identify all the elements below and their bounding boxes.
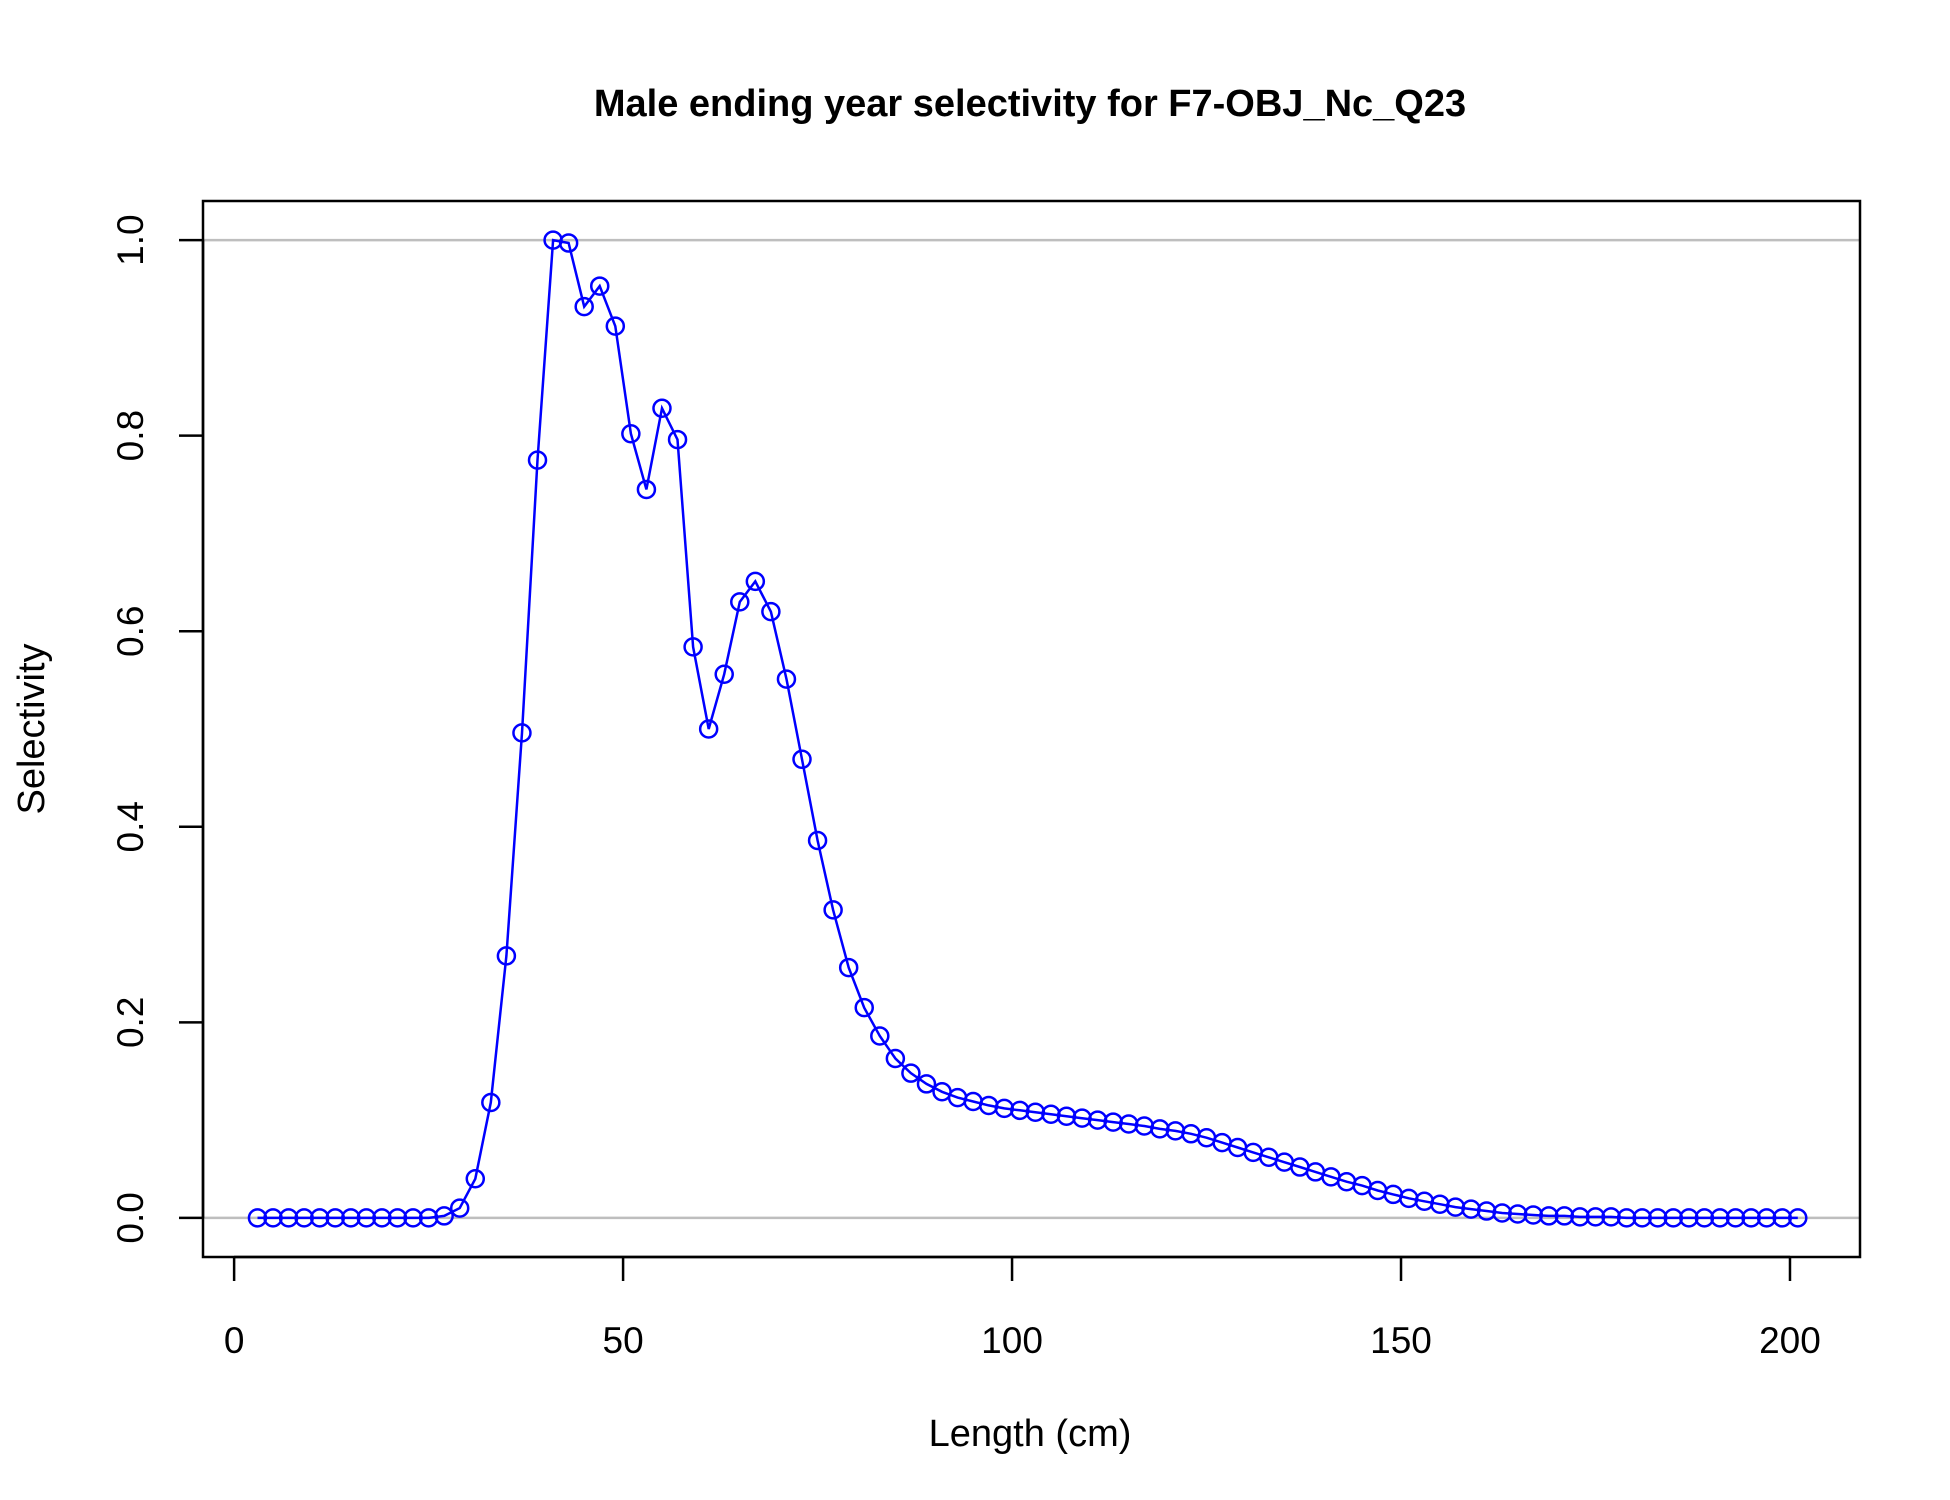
data-point [714,664,734,684]
data-point [1507,1204,1528,1224]
data-point [465,1169,486,1189]
data-point [527,450,548,470]
data-point [309,1208,330,1228]
data-point [1632,1208,1652,1228]
data-point [854,997,874,1018]
data-point [683,637,703,657]
data-point [621,423,641,444]
y-tick-label: 0.6 [110,606,151,657]
data-point [434,1206,454,1226]
data-point [1523,1205,1544,1225]
data-point [605,316,626,336]
data-point [1679,1208,1699,1228]
data-point [823,900,843,920]
data-point [792,749,812,770]
data-point [1539,1206,1559,1226]
y-axis: 0.0 0.2 0.4 0.6 0.8 1.0 [110,214,205,1244]
data-point [761,601,781,622]
data-point [885,1048,906,1069]
data-point [776,669,797,689]
y-tick-label: 0.0 [110,1192,151,1243]
x-tick-label: 100 [981,1320,1043,1361]
x-tick-label: 0 [224,1320,245,1361]
data-point [278,1208,299,1228]
data-point [1741,1208,1761,1228]
data-point [1663,1208,1684,1228]
data-point [574,296,594,317]
data-point [870,1026,890,1046]
data-point [1710,1208,1730,1228]
data-point [481,1092,501,1113]
chart-title: Male ending year selectivity for F7-OBJ_… [594,83,1466,125]
y-tick-label: 0.8 [110,410,151,461]
x-axis-label: Length (cm) [929,1413,1132,1455]
data-point [838,957,859,978]
data-point [558,233,579,253]
data-point [403,1208,423,1228]
data-point [652,398,672,419]
data-point [1756,1208,1777,1228]
data-point [1554,1206,1575,1226]
data-point [496,946,517,966]
data-point [1492,1203,1512,1223]
data-point [916,1074,937,1094]
data-point [247,1208,268,1228]
data-point [356,1208,377,1228]
data-point [263,1208,283,1228]
data-point [1694,1208,1715,1228]
y-tick-label: 0.4 [110,801,151,852]
x-axis: 0 50 100 150 200 [224,1255,1821,1361]
y-axis-label: Selectivity [11,643,53,814]
x-tick-label: 50 [603,1320,644,1361]
data-point [807,830,828,851]
data-points [247,230,1808,1228]
data-point [341,1208,361,1228]
data-point [449,1198,470,1218]
data-point [1788,1208,1808,1228]
data-point [589,276,610,296]
data-point [372,1208,392,1228]
x-tick-label: 200 [1759,1320,1821,1361]
data-point [1772,1208,1792,1228]
data-point [1616,1208,1637,1228]
data-point [730,592,750,612]
data-point [745,571,766,592]
data-point [698,719,719,739]
data-point [636,479,657,500]
data-point [667,429,688,450]
data-point [1570,1207,1590,1227]
y-tick-label: 1.0 [110,214,151,265]
data-point [1647,1208,1668,1228]
data-point [1601,1207,1621,1227]
data-point [901,1063,921,1083]
y-tick-label: 0.2 [110,997,151,1048]
data-point [387,1208,408,1228]
x-tick-label: 150 [1370,1320,1432,1361]
data-point [294,1208,314,1228]
data-point [1585,1207,1606,1227]
data-point [325,1208,345,1228]
data-point [1725,1208,1746,1228]
data-point [512,723,532,743]
